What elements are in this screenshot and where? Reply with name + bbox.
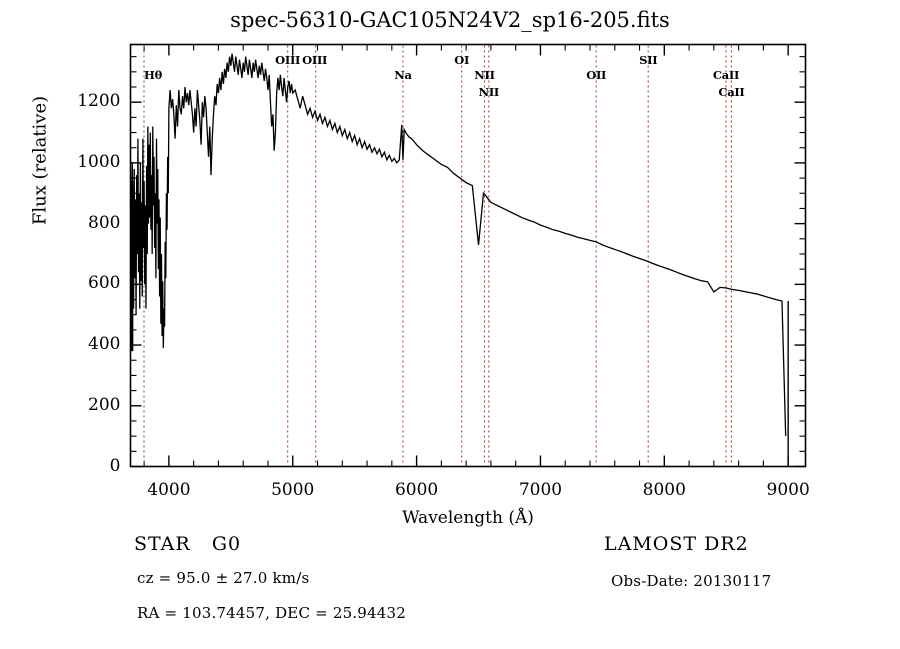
x-tick-label: 9000	[766, 479, 810, 500]
footer-object-type: STAR G0	[134, 533, 242, 555]
spectral-line-label: CaII	[712, 68, 740, 82]
y-tick-label: 400	[88, 334, 121, 355]
y-tick-label: 600	[88, 273, 121, 294]
spectral-line-label: NII	[478, 85, 500, 99]
spectral-line-label: OIII	[302, 53, 328, 67]
x-tick-label: 8000	[642, 479, 686, 500]
spectral-line-label: OI	[454, 53, 470, 67]
spectral-line-label: SII	[639, 53, 658, 67]
y-tick-label: 1000	[77, 151, 121, 172]
footer-survey: LAMOST DR2	[604, 533, 749, 555]
footer-obs-date: Obs-Date: 20130117	[611, 572, 772, 590]
x-tick-label: 5000	[271, 479, 315, 500]
plot-title: spec-56310-GAC105N24V2_sp16-205.fits	[230, 8, 670, 32]
y-tick-label: 200	[88, 394, 121, 415]
footer-coords: RA = 103.74457, DEC = 25.94432	[137, 604, 407, 622]
y-tick-label: 800	[88, 212, 121, 233]
y-tick-label: 1200	[77, 91, 121, 112]
spectral-line-label: Na	[394, 68, 412, 82]
x-axis-label: Wavelength (Å)	[402, 508, 534, 528]
spectral-line-label: OIII	[275, 53, 301, 67]
spectrum-trace	[131, 53, 787, 437]
x-tick-label: 4000	[147, 479, 191, 500]
spectral-line-label: CaII	[718, 85, 745, 99]
x-tick-label: 7000	[518, 479, 563, 500]
plot-frame	[129, 43, 807, 468]
spectral-line-label: Hθ	[144, 68, 162, 82]
y-tick-label: 0	[109, 455, 121, 476]
footer-cz: cz = 95.0 ± 27.0 km/s	[137, 569, 310, 587]
x-tick-label: 6000	[394, 479, 439, 500]
spectral-line-label: NII	[474, 68, 495, 82]
spectral-line-label: OII	[586, 68, 607, 82]
